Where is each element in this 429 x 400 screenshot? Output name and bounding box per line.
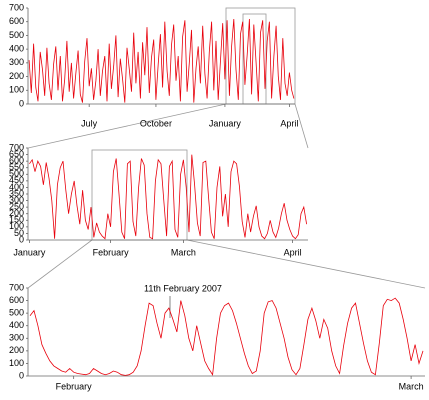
data-line xyxy=(29,154,307,240)
x-tick-label: October xyxy=(140,118,172,128)
y-tick-label: 50 xyxy=(14,228,24,238)
y-tick-label: 200 xyxy=(9,71,24,81)
y-tick-label: 500 xyxy=(9,308,24,318)
zoom-connector xyxy=(27,239,93,289)
y-tick-label: 650 xyxy=(9,149,24,159)
y-tick-label: 250 xyxy=(9,202,24,212)
x-tick-label: February xyxy=(93,247,130,257)
annotation: 11th February 2007 xyxy=(144,283,222,293)
y-tick-label: 100 xyxy=(9,221,24,231)
y-tick-label: 200 xyxy=(9,208,24,218)
x-tick-label: March xyxy=(399,381,424,391)
zoom-box xyxy=(225,7,296,105)
y-tick-label: 100 xyxy=(9,85,24,95)
data-line xyxy=(28,18,295,103)
y-tick-label: 200 xyxy=(9,345,24,355)
y-tick-label: 400 xyxy=(9,44,24,54)
y-tick-label: 350 xyxy=(9,188,24,198)
data-line xyxy=(29,297,424,376)
y-tick-label: 700 xyxy=(9,142,24,152)
y-tick-label: 400 xyxy=(9,320,24,330)
y-tick-label: 150 xyxy=(9,215,24,225)
x-tick-label: April xyxy=(284,247,302,257)
y-tick-label: 600 xyxy=(9,295,24,305)
y-tick-label: 300 xyxy=(9,57,24,67)
x-tick-label: July xyxy=(81,118,98,128)
zoom-connector xyxy=(186,239,426,289)
x-tick-label: February xyxy=(56,381,93,391)
x-tick-label: January xyxy=(13,247,46,257)
y-tick-label: 450 xyxy=(9,175,24,185)
y-tick-label: 600 xyxy=(9,16,24,26)
y-tick-label: 300 xyxy=(9,333,24,343)
y-tick-label: 600 xyxy=(9,156,24,166)
zoom-connector xyxy=(294,103,309,149)
y-tick-label: 300 xyxy=(9,195,24,205)
zoom-connector xyxy=(27,103,227,149)
y-tick-label: 550 xyxy=(9,162,24,172)
y-tick-label: 0 xyxy=(19,234,24,244)
y-tick-label: 0 xyxy=(19,370,24,380)
x-tick-label: March xyxy=(171,247,196,257)
y-tick-label: 700 xyxy=(9,2,24,12)
y-tick-label: 100 xyxy=(9,358,24,368)
y-tick-label: 400 xyxy=(9,182,24,192)
y-tick-label: 700 xyxy=(9,282,24,292)
y-tick-label: 0 xyxy=(19,98,24,108)
y-tick-label: 500 xyxy=(9,169,24,179)
x-tick-label: January xyxy=(209,118,242,128)
x-tick-label: April xyxy=(280,118,298,128)
y-tick-label: 500 xyxy=(9,30,24,40)
